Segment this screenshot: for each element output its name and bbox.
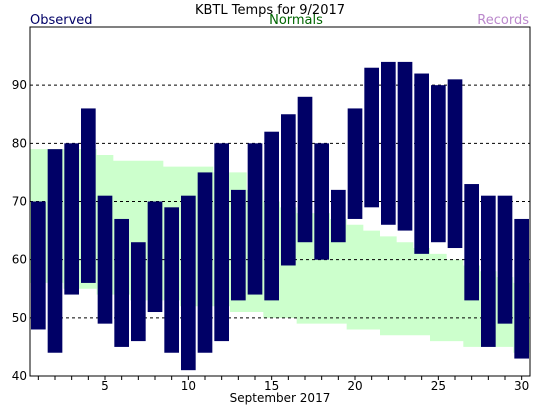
y-tick-label-80: 80 <box>12 136 27 150</box>
observed-bar-day-3 <box>64 143 79 295</box>
x-tick-label-30: 30 <box>514 379 529 393</box>
observed-bar-day-14 <box>247 143 263 295</box>
observed-bar-day-12 <box>214 143 229 342</box>
x-axis-label: September 2017 <box>230 391 331 405</box>
y-tick-label-60: 60 <box>12 253 27 267</box>
x-tick-label-15: 15 <box>264 379 279 393</box>
x-tick-label-5: 5 <box>101 379 109 393</box>
observed-bar-day-6 <box>114 218 129 347</box>
observed-bar-day-16 <box>281 114 296 266</box>
observed-bar-day-21 <box>364 67 379 208</box>
y-tick-label-40: 40 <box>12 369 27 383</box>
observed-bar-day-5 <box>97 195 113 324</box>
observed-bar-day-23 <box>397 61 413 231</box>
observed-bar-day-26 <box>447 79 463 249</box>
legend-observed: Observed <box>30 13 93 28</box>
observed-bar-day-8 <box>147 201 163 313</box>
observed-bar-day-15 <box>264 131 279 301</box>
y-tick-label-70: 70 <box>12 195 27 209</box>
observed-bar-day-17 <box>297 96 313 243</box>
observed-bar-day-1 <box>31 201 46 330</box>
observed-bar-day-18 <box>314 143 329 260</box>
observed-bar-day-7 <box>131 242 146 342</box>
x-tick-label-20: 20 <box>347 379 362 393</box>
observed-bar-day-28 <box>481 195 496 347</box>
observed-bar-day-30 <box>514 218 529 359</box>
observed-bar-day-9 <box>164 207 179 353</box>
observed-bar-day-10 <box>181 195 196 371</box>
observed-bar-day-19 <box>331 189 346 243</box>
observed-bar-day-27 <box>464 184 479 301</box>
observed-bar-day-29 <box>497 195 513 324</box>
observed-bar-day-20 <box>347 108 363 219</box>
observed-bar-day-22 <box>381 61 396 225</box>
legend-normals: Normals <box>269 13 323 28</box>
plot-frame <box>29 26 531 377</box>
y-tick-label-90: 90 <box>12 78 27 92</box>
normals-band <box>30 149 530 353</box>
x-tick-label-25: 25 <box>431 379 446 393</box>
observed-bar-day-24 <box>414 73 429 254</box>
y-tick-label-50: 50 <box>12 311 27 325</box>
chart-title: KBTL Temps for 9/2017 <box>195 3 345 18</box>
observed-bar-day-25 <box>431 85 446 243</box>
plot-area: 40 50 60 70 80 90 5 10 15 20 25 30 <box>12 26 531 393</box>
observed-bar-day-2 <box>47 149 63 353</box>
x-tick-label-10: 10 <box>181 379 196 393</box>
observed-bar-day-4 <box>81 108 96 283</box>
observed-bar-day-11 <box>197 172 213 353</box>
observed-bar-day-13 <box>231 189 246 301</box>
legend-records: Records <box>477 13 529 28</box>
